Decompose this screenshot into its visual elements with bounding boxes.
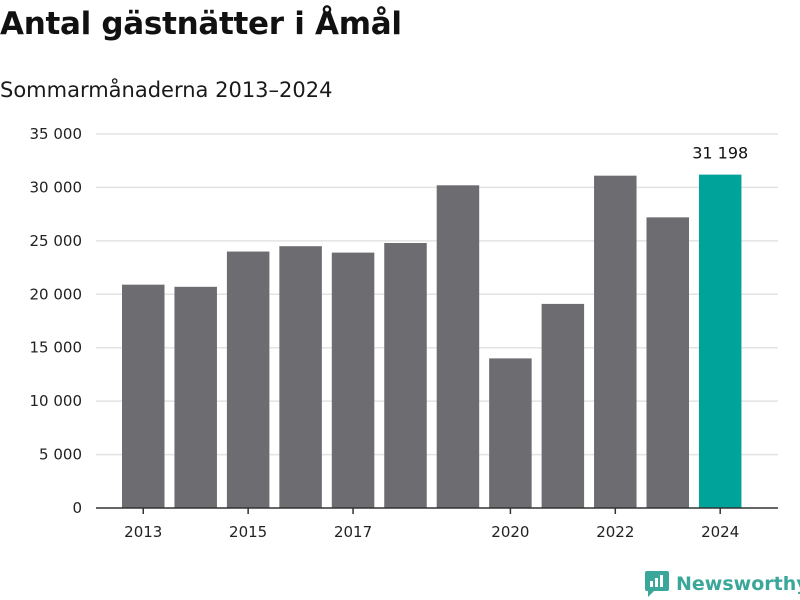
x-tick-label: 2013 bbox=[124, 523, 162, 541]
bar-2019 bbox=[436, 185, 480, 508]
y-tick-label: 35 000 bbox=[30, 125, 83, 143]
y-tick-label: 15 000 bbox=[30, 339, 83, 357]
labels: 0 5 000 10 000 15 000 20 000 25 000 30 000 35 0… bbox=[30, 125, 749, 541]
bar-2015 bbox=[226, 251, 270, 509]
chart-title: Antal gästnätter i Åmål bbox=[0, 6, 402, 42]
y-tick-label: 25 000 bbox=[30, 232, 83, 250]
bar-2018 bbox=[384, 242, 427, 508]
newsworthy-logo-icon bbox=[645, 571, 669, 597]
y-tick-label: 30 000 bbox=[30, 178, 83, 196]
bar-2024 bbox=[698, 174, 742, 509]
bars bbox=[122, 174, 742, 509]
brand-name: Newsworthy bbox=[676, 573, 800, 595]
bar-2022 bbox=[594, 175, 637, 508]
bar-2016 bbox=[279, 246, 322, 508]
chart-subtitle: Sommarmånaderna 2013–2024 bbox=[0, 78, 333, 102]
bar-2021 bbox=[541, 303, 585, 508]
bar-2023 bbox=[646, 217, 689, 508]
x-tick-label: 2020 bbox=[491, 523, 529, 541]
y-tick-label: 10 000 bbox=[30, 392, 83, 410]
data-label-2024: 31 198 bbox=[692, 144, 748, 163]
x-tick-label: 2024 bbox=[701, 523, 739, 541]
axes bbox=[96, 507, 778, 514]
y-tick-label: 0 bbox=[72, 499, 82, 517]
x-tick-label: 2015 bbox=[229, 523, 267, 541]
bar-chart: 0 5 000 10 000 15 000 20 000 25 000 30 000 35 0… bbox=[30, 125, 778, 541]
bar-2013 bbox=[122, 284, 165, 508]
x-tick-label: 2017 bbox=[334, 523, 372, 541]
bar-2017 bbox=[331, 252, 375, 508]
y-tick-label: 5 000 bbox=[39, 446, 82, 464]
bar-2020 bbox=[489, 358, 532, 508]
x-tick-label: 2022 bbox=[596, 523, 634, 541]
brand-logo: Newsworthy bbox=[644, 568, 800, 600]
y-tick-label: 20 000 bbox=[30, 285, 83, 303]
bar-2014 bbox=[174, 286, 217, 508]
